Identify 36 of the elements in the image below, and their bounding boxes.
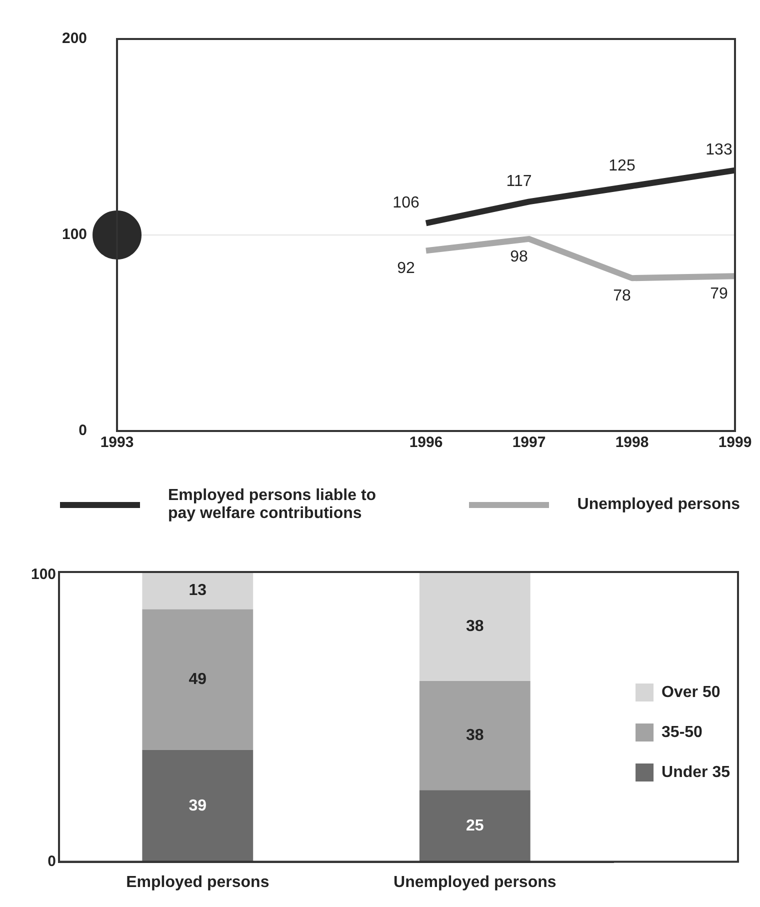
y-tick-label: 0	[78, 422, 88, 440]
bar	[419, 681, 530, 790]
legend-label: Employed persons liable to pay welfare contributions	[168, 487, 378, 523]
legend-label: Under 35	[662, 764, 730, 781]
legend-label: Unemployed persons	[577, 496, 740, 514]
data-label: 106	[392, 194, 420, 212]
data-label: 78	[613, 288, 632, 305]
data-label: 117	[506, 173, 532, 190]
data-label: 39	[188, 797, 207, 814]
data-label: 13	[188, 582, 207, 600]
data-label: 49	[188, 671, 207, 688]
bar	[419, 572, 530, 682]
data-label: 38	[466, 726, 484, 744]
x-tick-label: 1996	[409, 434, 443, 452]
y-tick-label: 100	[30, 566, 56, 584]
x-tick-label: Employed persons	[126, 874, 270, 891]
data-label: 92	[397, 260, 416, 278]
legend-label: Over 50	[662, 684, 720, 701]
data-label: 38	[466, 618, 484, 635]
bar	[142, 609, 254, 750]
data-label: 98	[510, 248, 528, 266]
data-label: 25	[466, 817, 484, 834]
data-label: 125	[608, 157, 636, 174]
y-tick-label: 200	[62, 30, 88, 48]
bar	[142, 750, 254, 862]
data-label: 133	[706, 142, 732, 159]
legend-label: 35-50	[662, 724, 703, 741]
x-tick-label: 1993	[100, 434, 134, 452]
x-tick-label: 1997	[512, 434, 546, 452]
x-tick-label: 1999	[718, 434, 752, 452]
y-tick-label: 100	[62, 226, 88, 244]
x-tick-label: 1998	[615, 434, 649, 452]
bar	[142, 572, 254, 610]
data-label: 79	[710, 286, 728, 303]
bar	[419, 790, 530, 862]
y-tick-label: 0	[48, 852, 56, 870]
